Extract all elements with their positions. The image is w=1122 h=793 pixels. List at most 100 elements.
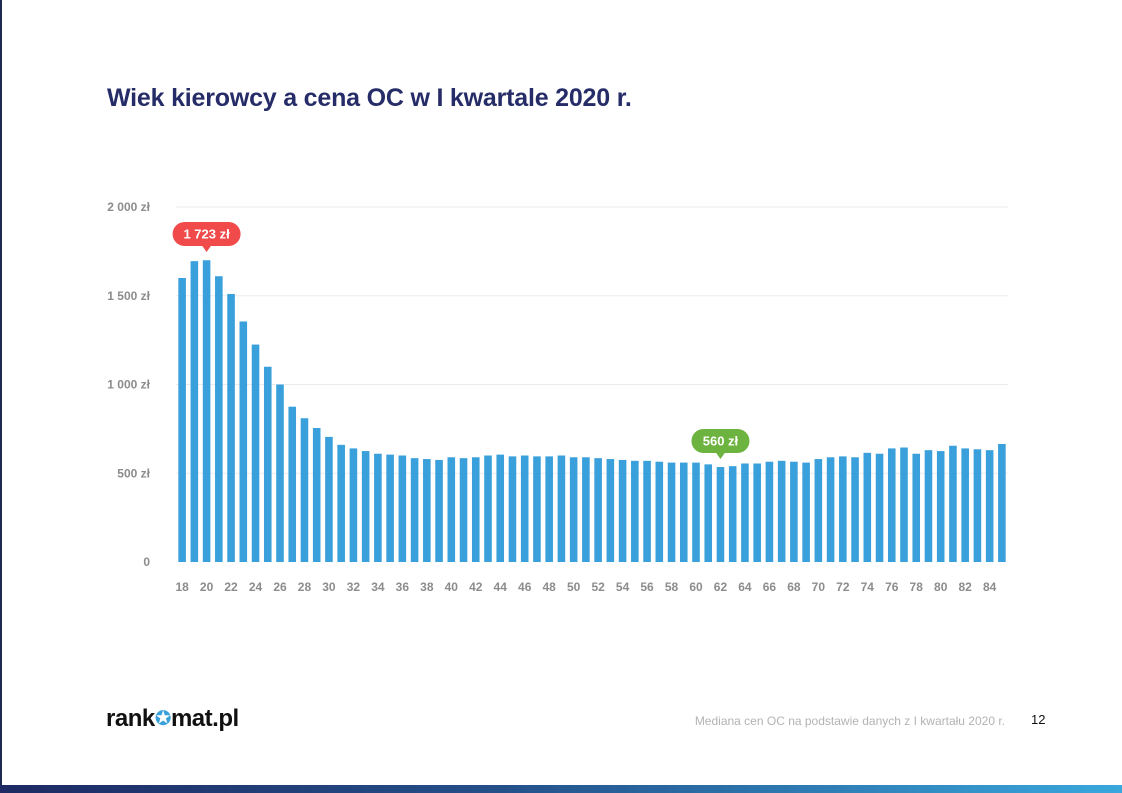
x-tick-label: 58 [665,580,679,594]
bar [753,463,761,562]
bar [631,460,639,562]
bar [998,443,1006,562]
bar [178,278,186,562]
x-tick-label: 56 [640,580,654,594]
callout-pointer-min [715,452,726,459]
bar [936,451,945,562]
bar [312,427,321,562]
page-number: 12 [1031,712,1046,727]
x-tick-label: 34 [371,580,385,594]
x-tick-label: 82 [958,580,972,594]
bar [447,457,456,562]
x-tick-label: 46 [518,580,532,594]
x-tick-label: 84 [983,580,997,594]
x-tick-label: 70 [812,580,826,594]
x-tick-label: 20 [200,580,214,594]
x-tick-label: 30 [322,580,336,594]
x-tick-label: 24 [249,580,263,594]
x-tick-label: 18 [175,580,189,594]
bar [582,457,590,562]
x-tick-label: 44 [494,580,508,594]
bar [912,453,921,562]
bar [704,464,713,562]
x-tick-label: 74 [861,580,875,594]
bar [520,455,529,562]
bar [300,418,309,562]
x-tick-label: 50 [567,580,581,594]
y-tick-label: 2 000 zł [107,200,150,214]
x-tick-label: 32 [347,580,361,594]
x-tick-label: 64 [738,580,752,594]
bar [435,459,443,562]
bar [985,450,994,562]
bar [276,384,284,562]
y-tick-label: 500 zł [117,466,150,480]
bar [533,456,541,562]
bar [655,461,664,562]
bar [263,366,272,562]
x-tick-label: 42 [469,580,483,594]
rankomat-logo: rank✪mat.pl [106,705,239,733]
bar [741,463,749,562]
x-tick-label: 72 [836,580,850,594]
bar [765,461,774,562]
left-edge-rule [0,0,2,793]
bar [875,453,884,562]
logo-text-start: rank [106,705,155,732]
bottom-gradient-stripe [0,785,1122,793]
bar [557,455,566,562]
x-tick-label: 22 [224,580,238,594]
x-tick-label: 36 [396,580,410,594]
bar [251,344,260,562]
bar-chart: 0 500 zł 1 000 zł 1 500 zł 2 000 zł 18 20 22 24 2… [107,200,1008,594]
bar [337,444,345,562]
bar [692,462,700,562]
callout-bubble-max [172,222,241,246]
bar [508,456,517,562]
y-tick-label: 1 500 zł [107,289,150,303]
x-tick-label: 68 [787,580,801,594]
bar [924,450,933,562]
bar [288,406,297,562]
x-tick-label: 28 [298,580,312,594]
bar [459,458,468,562]
x-tick-label: 60 [689,580,703,594]
bar [496,454,505,562]
bar [227,293,235,562]
bar [900,447,908,562]
bar [349,448,358,562]
x-tick-label: 38 [420,580,434,594]
bar [728,466,737,562]
x-tick-label: 78 [910,580,924,594]
bar [826,457,835,562]
bar [643,460,651,562]
x-tick-label: 54 [616,580,630,594]
bar [386,454,394,562]
source-note: Mediana cen OC na podstawie danych z I k… [694,714,1005,728]
bar [973,449,982,562]
bar [594,458,602,562]
bar [374,453,382,562]
bar [679,462,688,562]
bar [361,451,370,562]
bar [814,459,823,562]
bar [410,458,419,562]
bar [202,260,211,562]
bar [851,457,859,562]
callout-label-max: 1 723 zł [183,227,230,242]
logo-text-end: mat.pl [170,705,239,732]
callout-bubble-min [691,429,750,453]
x-tick-label: 40 [445,580,459,594]
y-tick-label: 1 000 zł [107,378,150,392]
bar [325,436,333,562]
bar [545,456,553,562]
x-tick-label: 52 [591,580,605,594]
callout-pointer-max [201,245,212,252]
x-tick-label: 26 [273,580,287,594]
bar [618,459,627,562]
bar [239,321,248,562]
page-title: Wiek kierowcy a cena OC w I kwartale 202… [107,84,632,112]
bar [790,461,798,562]
bar [863,452,872,562]
x-tick-label: 80 [934,580,948,594]
